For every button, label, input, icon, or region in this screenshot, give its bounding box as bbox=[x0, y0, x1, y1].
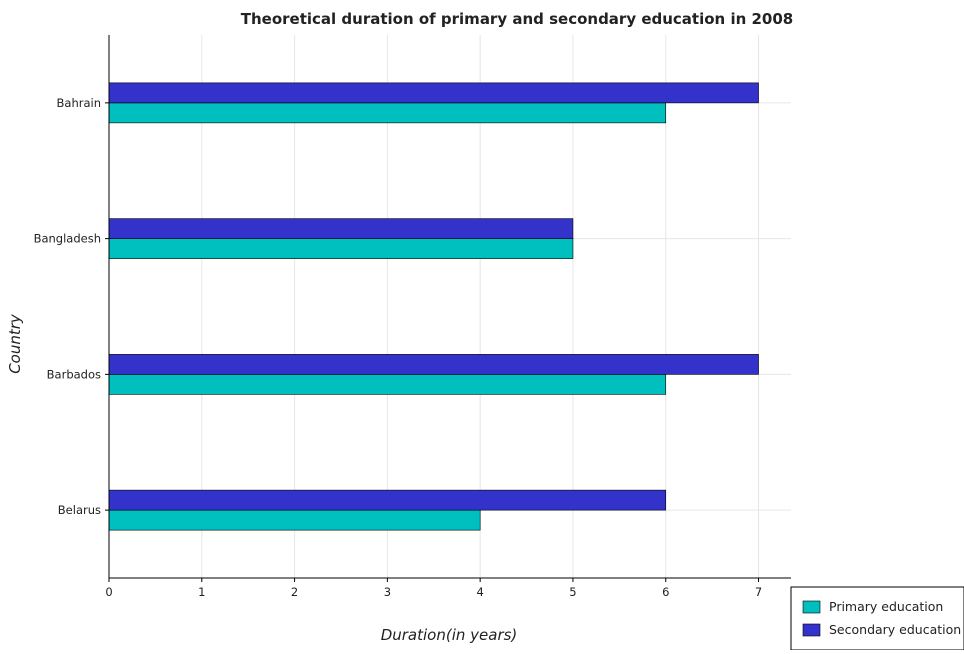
legend-label-primary: Primary education bbox=[829, 599, 943, 614]
x-tick-label: 0 bbox=[105, 585, 112, 599]
x-tick-label: 1 bbox=[198, 585, 205, 599]
legend-swatch-secondary bbox=[802, 623, 821, 637]
y-tick-label: Bahrain bbox=[57, 96, 101, 110]
x-tick-label: 3 bbox=[384, 585, 391, 599]
bars bbox=[108, 82, 759, 531]
y-tick-label: Belarus bbox=[58, 503, 101, 517]
bar-secondary bbox=[108, 489, 667, 511]
axes bbox=[108, 35, 791, 579]
x-tick-label: 5 bbox=[569, 585, 576, 599]
y-axis-label: Country bbox=[6, 313, 24, 374]
y-tick-label: Bangladesh bbox=[34, 232, 101, 246]
x-axis-label: Duration(in years) bbox=[381, 626, 518, 644]
x-tick-label: 6 bbox=[662, 585, 669, 599]
bar-secondary bbox=[108, 218, 574, 239]
bar-primary bbox=[108, 102, 667, 124]
chart-title: Theoretical duration of primary and seco… bbox=[241, 10, 794, 28]
y-tick-label: Barbados bbox=[47, 367, 101, 381]
x-tick-label: 7 bbox=[755, 585, 762, 599]
x-tick-label: 2 bbox=[291, 585, 298, 599]
legend-label-secondary: Secondary education bbox=[829, 622, 961, 637]
legend-box bbox=[790, 586, 964, 651]
bar-primary bbox=[108, 509, 481, 531]
ticks: 0 1 2 3 4 5 6 7 Bahrain Bangladesh Barbados Belarus bbox=[34, 96, 763, 599]
legend-swatch-primary bbox=[802, 600, 821, 614]
bar-primary bbox=[108, 374, 667, 395]
x-tick-label: 4 bbox=[476, 585, 483, 599]
legend: Primary education Secondary education bbox=[790, 586, 964, 651]
bar-secondary bbox=[108, 354, 759, 375]
bar-primary bbox=[108, 238, 574, 259]
bar-secondary bbox=[108, 82, 759, 104]
